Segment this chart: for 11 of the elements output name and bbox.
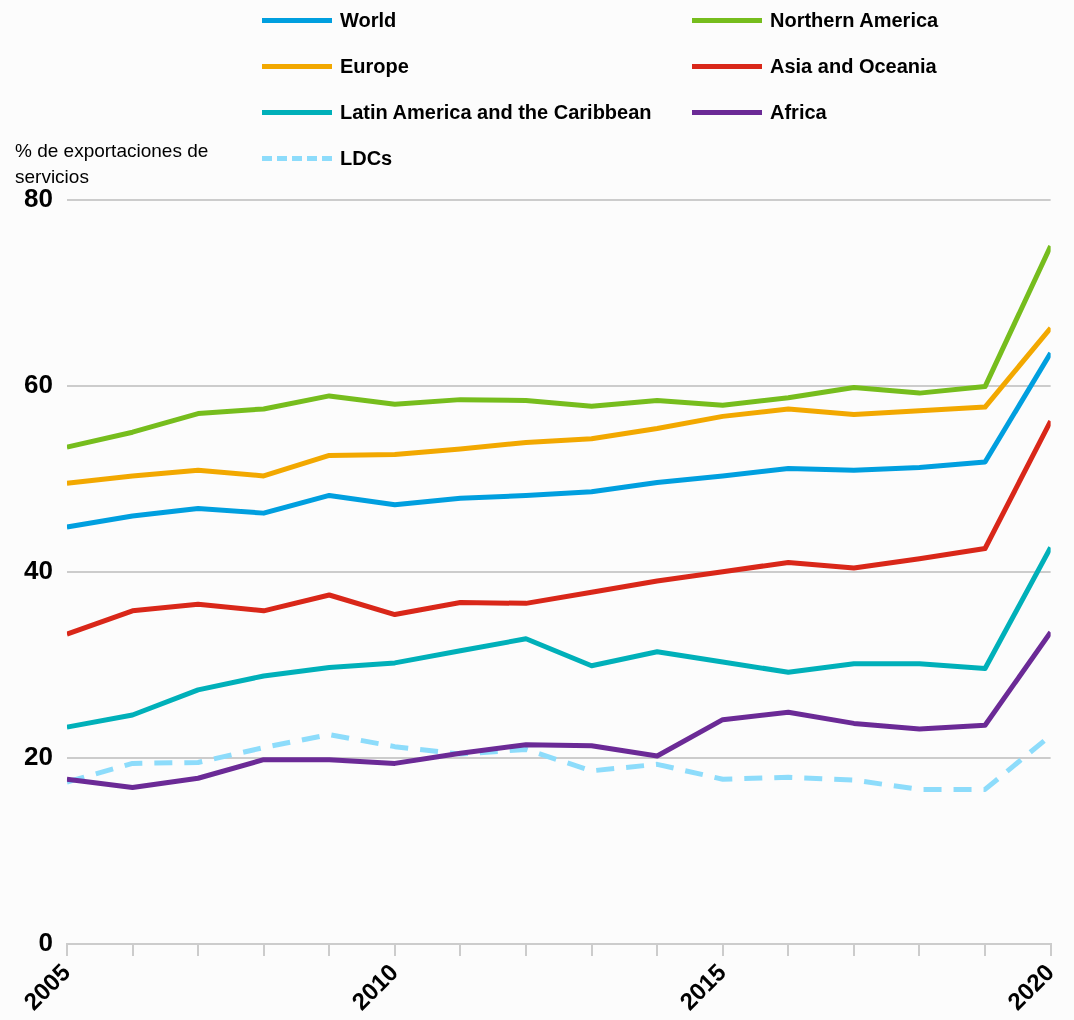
legend-label: World — [340, 8, 397, 32]
legend-label: Northern America — [770, 8, 939, 32]
y-tick-label: 60 — [24, 368, 53, 399]
y-tick-label: 0 — [38, 927, 53, 958]
y-tick-label: 40 — [24, 554, 53, 585]
legend-label: Africa — [770, 100, 827, 124]
legend-label: Asia and Oceania — [770, 54, 937, 78]
y-tick-label: 20 — [24, 740, 53, 771]
legend-label: LDCs — [340, 146, 393, 170]
legend-label: Latin America and the Caribbean — [340, 100, 652, 124]
legend-label: Europe — [340, 54, 409, 78]
